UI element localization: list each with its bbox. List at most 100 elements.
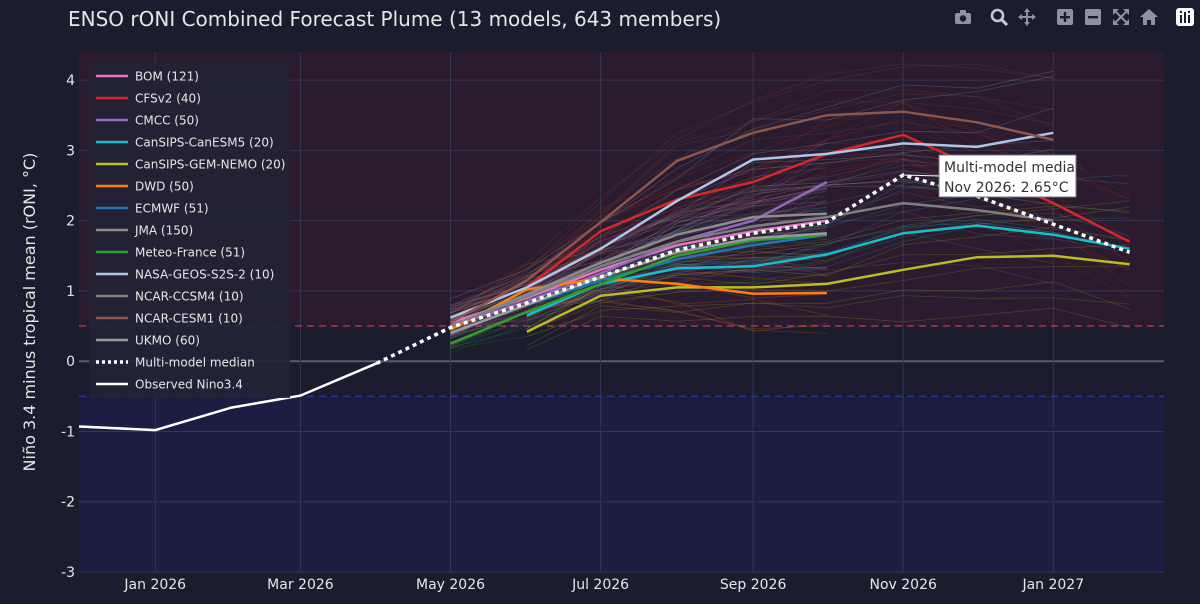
x-axis-tick-labels: Jan 2026 Mar 2026 May 2026 Jul 2026 Sep 2026… (123, 577, 1084, 593)
ensemble-member-line (450, 142, 828, 313)
y-tick-label: -2 (61, 495, 75, 511)
ensemble-member-line (526, 295, 1130, 347)
ensemble-member-line (450, 93, 1054, 320)
plotly-logo-icon[interactable] (1174, 6, 1196, 28)
legend-label: Multi-model median (135, 356, 255, 370)
ensemble-member-line (450, 75, 1054, 300)
x-tick-label: Jul 2026 (571, 577, 629, 593)
x-tick-label: Jan 2027 (1021, 577, 1084, 593)
ensemble-member-line (526, 244, 1130, 335)
home-icon[interactable] (1138, 6, 1160, 28)
legend-label: DWD (50) (135, 180, 194, 194)
multi-model-median-line[interactable] (375, 173, 1131, 365)
x-tick-label: Jan 2026 (123, 577, 186, 593)
legend-item[interactable]: NASA-GEOS-S2S-2 (10) (96, 268, 274, 282)
series-line[interactable] (450, 233, 827, 345)
y-tick-label: 4 (66, 73, 75, 89)
observed-nino34-line[interactable] (78, 362, 378, 432)
series-line[interactable] (526, 224, 1130, 317)
legend-label: CanSIPS-GEM-NEMO (20) (135, 158, 286, 172)
legend-item[interactable]: ECMWF (51) (96, 202, 209, 216)
annotation-box (938, 154, 1077, 198)
chart-title: ENSO rONI Combined Forecast Plume (13 mo… (68, 7, 722, 31)
ensemble-member-line (526, 218, 1130, 317)
ensemble-member-line (450, 217, 827, 338)
ensemble-member-line (450, 89, 1054, 314)
ensemble-member-line (526, 200, 1130, 321)
y-tick-label: 0 (66, 354, 75, 370)
ensemble-member-line (450, 140, 1054, 311)
x-tick-label: Sep 2026 (720, 577, 787, 593)
y-axis-label: Niño 3.4 minus tropical mean (rONI, °C) (20, 153, 39, 472)
y-tick-label: -3 (61, 565, 75, 581)
series-line[interactable] (449, 110, 1054, 324)
legend-item[interactable]: CanSIPS-GEM-NEMO (20) (96, 158, 286, 172)
legend-item[interactable]: BOM (121) (96, 70, 199, 84)
camera-icon[interactable] (952, 6, 974, 28)
legend-label: NASA-GEOS-S2S-2 (10) (135, 268, 274, 282)
annotation-arrow (903, 174, 940, 177)
zoom-in-icon[interactable] (1054, 6, 1076, 28)
legend-item[interactable]: CanSIPS-CanESM5 (20) (96, 136, 274, 150)
series-line[interactable] (450, 180, 828, 328)
legend-item[interactable]: CMCC (50) (96, 114, 199, 128)
series-line[interactable] (450, 212, 827, 328)
ensemble-member-line (450, 192, 1054, 323)
ensemble-member-line (450, 269, 827, 328)
series-line[interactable] (526, 254, 1130, 333)
ensemble-member-line (450, 274, 827, 354)
legend-item[interactable]: UKMO (60) (96, 334, 200, 348)
ensemble-member-line (450, 250, 827, 315)
zoom-out-icon[interactable] (1082, 6, 1104, 28)
legend-item[interactable]: NCAR-CCSM4 (10) (96, 290, 244, 304)
legend-item[interactable]: JMA (150) (96, 224, 193, 238)
legend-label: CanSIPS-CanESM5 (20) (135, 136, 274, 150)
pan-icon[interactable] (1016, 6, 1038, 28)
ensemble-member-line (450, 63, 1054, 309)
ensemble-member-line (526, 281, 1130, 337)
ensemble-member-line (450, 281, 827, 349)
legend-item[interactable]: Meteo-France (51) (96, 246, 245, 260)
zoom-icon[interactable] (988, 6, 1010, 28)
y-axis-tick-labels: -3 -2 -1 0 1 2 3 4 (61, 73, 75, 581)
autoscale-icon[interactable] (1110, 6, 1132, 28)
ensemble-member-line (450, 261, 827, 348)
series-line[interactable] (449, 277, 827, 331)
series-line[interactable] (450, 131, 1054, 319)
legend-label: NCAR-CCSM4 (10) (135, 290, 244, 304)
legend-label: ECMWF (51) (135, 202, 209, 216)
legend-label: CFSv2 (40) (135, 92, 201, 106)
legend-item[interactable]: Observed Nino3.4 (96, 378, 243, 392)
ensemble-member-line (450, 231, 827, 330)
ensemble-member-line (526, 307, 1130, 351)
ensemble-member-line (526, 265, 1130, 332)
ensemble-member-line (526, 102, 1130, 284)
ensemble-member-line (526, 158, 1130, 302)
annotation-line-1: Multi-model median (944, 160, 1084, 176)
ensemble-member-line (450, 269, 827, 328)
ensemble-member-line (450, 239, 827, 349)
legend: BOM (121) CFSv2 (40) CMCC (50) CanSIPS-CanE… (89, 62, 290, 398)
la-nina-band (79, 396, 1164, 572)
legend-item[interactable]: DWD (50) (96, 180, 194, 194)
ensemble-member-line (450, 139, 828, 314)
ensemble-member-line (450, 167, 827, 310)
legend-label: CMCC (50) (135, 114, 199, 128)
ensemble-member-line (450, 175, 827, 312)
y-tick-label: 2 (66, 214, 75, 230)
x-tick-label: Mar 2026 (267, 577, 334, 593)
ensemble-member-line (450, 151, 828, 324)
ensemble-member-line (450, 70, 1054, 306)
x-tick-label: Nov 2026 (870, 577, 937, 593)
legend-item[interactable]: CFSv2 (40) (96, 92, 201, 106)
series-line[interactable] (450, 201, 1054, 328)
median-annotation: Multi-model median Nov 2026: 2.65°C (903, 154, 1084, 198)
legend-item[interactable]: NCAR-CESM1 (10) (96, 312, 243, 326)
annotation-line-2: Nov 2026: 2.65°C (944, 180, 1069, 196)
ensemble-member-line (450, 63, 1054, 310)
legend-item[interactable]: Multi-model median (96, 356, 255, 370)
ensemble-member-line (450, 187, 827, 321)
legend-label: Observed Nino3.4 (135, 378, 243, 392)
